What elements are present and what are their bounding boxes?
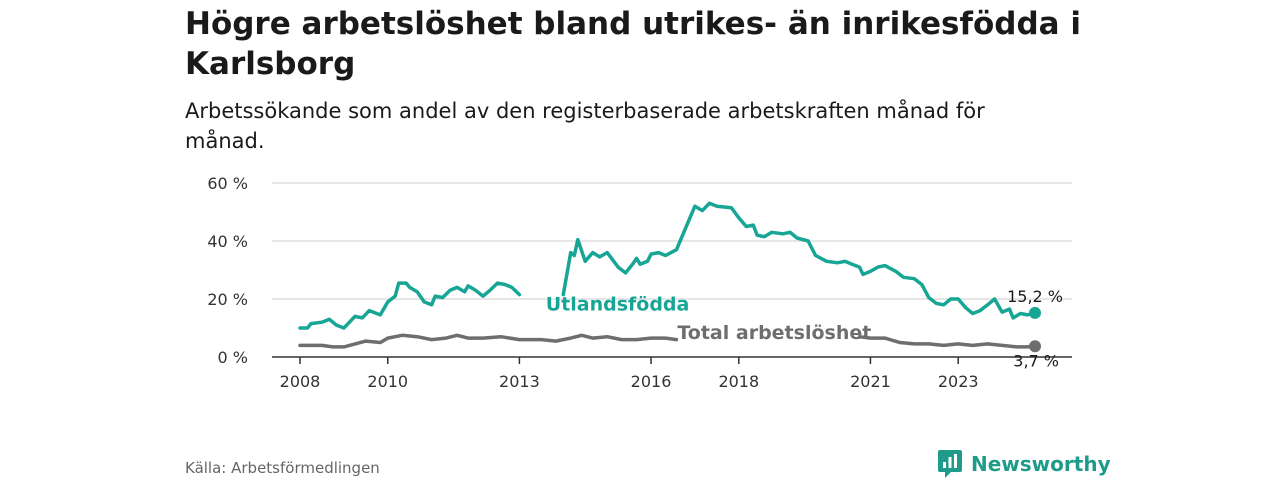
x-tick-label: 2018 xyxy=(718,372,759,391)
grid-lines xyxy=(272,182,1072,358)
chart-title: Högre arbetslöshet bland utrikes- än inr… xyxy=(185,6,1081,82)
x-tick-label: 2008 xyxy=(280,372,321,391)
y-tick-label: 20 % xyxy=(207,290,248,309)
foreign-born-endpoint xyxy=(1029,306,1041,319)
total-unemployment-line xyxy=(298,333,1037,349)
series-labels: Utlandsfödda Total arbetslöshet 15,2 % 3,7 … xyxy=(546,287,1063,370)
y-tick-label: 60 % xyxy=(207,174,248,193)
x-tick-label: 2021 xyxy=(850,372,891,391)
foreign-born-line xyxy=(298,201,1037,330)
total-series-label: Total arbetslöshet xyxy=(677,322,871,344)
x-tick-label: 2010 xyxy=(367,372,408,391)
series-lines xyxy=(298,201,1041,353)
total-last-value: 3,7 % xyxy=(1013,351,1059,370)
brand-name: Newsworthy xyxy=(971,452,1111,476)
x-tick-label: 2013 xyxy=(499,372,540,391)
line-chart: 0 % 20 % 40 % 60 % 2008 2010 2013 2016 2018 2021 2… xyxy=(207,174,1072,391)
foreign-born-last-value: 15,2 % xyxy=(1007,287,1063,306)
total-endpoint xyxy=(1029,340,1041,353)
x-tick-label: 2023 xyxy=(938,372,979,391)
brand-logo: Newsworthy xyxy=(937,449,1111,479)
foreign-born-series-label: Utlandsfödda xyxy=(546,294,690,316)
x-tick-label: 2016 xyxy=(631,372,672,391)
chart-subtitle: Arbetssökande som andel av den registerb… xyxy=(185,99,985,153)
y-tick-label: 0 % xyxy=(218,348,248,367)
axis-ticks: 0 % 20 % 40 % 60 % 2008 2010 2013 2016 2018 2021 2… xyxy=(207,174,978,391)
source-note: Källa: Arbetsförmedlingen xyxy=(185,459,380,477)
y-tick-label: 40 % xyxy=(207,232,248,251)
newsworthy-logo-icon xyxy=(938,450,962,478)
